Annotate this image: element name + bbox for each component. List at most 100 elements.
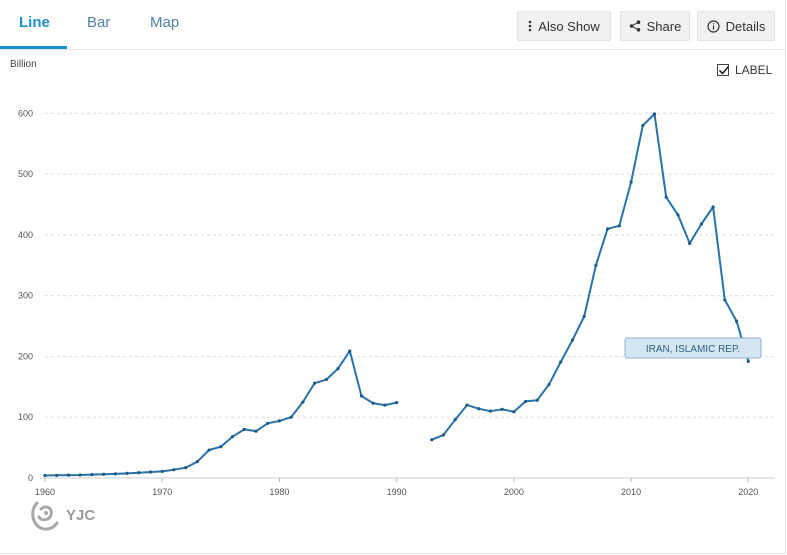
y-tick-label: 0	[28, 473, 33, 483]
data-point	[547, 382, 551, 387]
data-point	[230, 435, 235, 439]
y-tick-label: 400	[18, 230, 33, 240]
tab-line[interactable]: Line	[19, 14, 50, 31]
y-tick-label: 200	[18, 351, 33, 361]
checkmark-icon	[718, 65, 730, 75]
data-point	[559, 360, 563, 364]
label-toggle[interactable]: LABEL	[717, 63, 772, 77]
vertical-dots-icon	[528, 20, 532, 32]
data-point	[453, 418, 457, 422]
tab-bar[interactable]: Bar	[87, 14, 111, 31]
y-tick-label: 300	[18, 291, 33, 301]
y-axis-unit-label: Billion	[10, 59, 37, 70]
data-point	[90, 472, 94, 477]
data-point	[570, 338, 575, 342]
data-point	[312, 381, 317, 385]
data-point	[629, 180, 633, 184]
tab-map[interactable]: Map	[150, 14, 180, 31]
x-tick-label: 2010	[621, 487, 641, 497]
data-point	[125, 471, 129, 475]
data-point	[148, 470, 153, 474]
data-point	[195, 459, 199, 464]
data-point	[441, 433, 446, 437]
data-point	[172, 468, 176, 472]
series-line	[44, 350, 397, 477]
data-point	[254, 429, 258, 433]
data-point	[430, 438, 434, 442]
x-tick-label: 1990	[387, 487, 407, 497]
share-button[interactable]: Share	[620, 11, 690, 41]
x-tick-label: 1960	[35, 487, 55, 497]
yjc-logo-icon	[31, 501, 59, 531]
data-point	[301, 400, 305, 404]
data-point	[500, 407, 504, 411]
logo-text: YJC	[66, 506, 96, 524]
data-point	[723, 298, 727, 302]
data-point	[66, 473, 71, 477]
data-point	[102, 472, 106, 476]
data-point	[512, 410, 516, 414]
data-point	[78, 473, 82, 477]
data-point	[266, 421, 270, 425]
data-point	[746, 359, 750, 363]
data-point	[371, 401, 375, 405]
data-point	[160, 469, 164, 473]
watermark-logo: YJC	[27, 497, 95, 533]
data-point	[477, 407, 481, 411]
data-point	[277, 419, 282, 423]
data-point	[207, 448, 211, 452]
data-point	[617, 224, 621, 228]
data-point	[582, 314, 586, 318]
data-point	[359, 394, 364, 398]
data-point	[113, 472, 117, 476]
also-show-label: Also Show	[538, 18, 600, 34]
data-point	[688, 241, 692, 246]
data-point	[219, 445, 223, 449]
data-point	[137, 471, 141, 475]
x-tick-label: 1980	[269, 487, 289, 497]
data-point	[43, 473, 47, 478]
data-point	[324, 377, 328, 382]
details-button[interactable]: Details	[697, 11, 775, 41]
share-label: Share	[646, 18, 682, 34]
y-tick-label: 600	[18, 108, 33, 118]
y-tick-label: 500	[18, 169, 33, 179]
data-point	[641, 123, 645, 128]
data-point	[465, 403, 469, 407]
data-point	[289, 415, 293, 419]
view-tabs: Line Bar Map	[0, 0, 785, 50]
x-tick-label: 2000	[504, 487, 524, 497]
series-line	[431, 113, 750, 441]
share-icon	[629, 20, 640, 32]
data-point	[734, 319, 739, 323]
series-label-box	[624, 337, 762, 359]
x-tick-label: 1970	[152, 487, 172, 497]
data-point	[184, 466, 188, 470]
data-point	[488, 409, 493, 413]
data-point	[336, 367, 340, 371]
data-point	[395, 401, 399, 405]
label-checkbox[interactable]	[717, 64, 730, 76]
data-point	[594, 263, 598, 267]
y-tick-label: 100	[18, 412, 33, 422]
active-tab-indicator	[0, 46, 67, 49]
series-label: IRAN, ISLAMIC REP.	[646, 344, 740, 355]
data-point	[699, 222, 703, 226]
x-tick-label: 2020	[738, 487, 758, 497]
data-point	[664, 195, 668, 199]
data-point	[348, 349, 352, 353]
also-show-button[interactable]: Also Show	[517, 11, 611, 41]
data-point	[535, 398, 539, 402]
data-point	[242, 427, 246, 431]
info-icon	[707, 19, 720, 33]
data-point	[55, 473, 59, 477]
data-point	[523, 399, 528, 404]
label-toggle-text: LABEL	[735, 63, 773, 77]
data-point	[606, 227, 610, 231]
data-point	[652, 112, 657, 116]
data-point	[383, 403, 387, 407]
data-point	[711, 205, 715, 209]
data-point	[676, 213, 680, 217]
